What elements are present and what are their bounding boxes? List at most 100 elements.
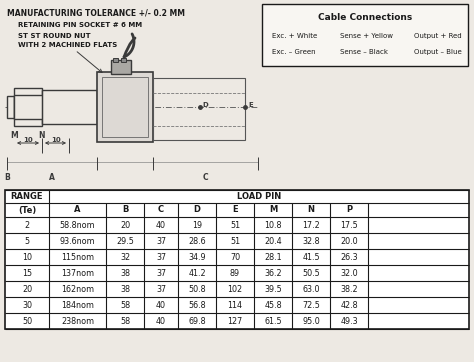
Text: 137nom: 137nom: [61, 269, 94, 278]
Text: 38.2: 38.2: [340, 285, 358, 294]
Bar: [14, 95, 97, 119]
Text: 20: 20: [22, 285, 32, 294]
Text: 95.0: 95.0: [302, 316, 320, 325]
Text: 10: 10: [22, 253, 32, 261]
Text: 17.5: 17.5: [340, 220, 358, 230]
Text: 63.0: 63.0: [302, 285, 320, 294]
Bar: [14, 88, 42, 126]
Text: ST ST ROUND NUT: ST ST ROUND NUT: [18, 33, 91, 39]
Text: 29.5: 29.5: [116, 236, 134, 245]
Text: 238nom: 238nom: [61, 316, 94, 325]
Bar: [7, 96, 14, 118]
Text: 15: 15: [22, 269, 32, 278]
Text: B: B: [122, 206, 128, 215]
Bar: [262, 4, 468, 66]
Text: RETAINING PIN SOCKET # 6 MM: RETAINING PIN SOCKET # 6 MM: [18, 22, 142, 28]
Text: 30: 30: [22, 300, 32, 310]
Text: 127: 127: [228, 316, 243, 325]
Text: 50.8: 50.8: [188, 285, 206, 294]
Text: 61.5: 61.5: [264, 316, 282, 325]
Text: 50: 50: [22, 316, 32, 325]
Text: C: C: [202, 173, 208, 182]
Text: 41.2: 41.2: [188, 269, 206, 278]
Text: P: P: [346, 206, 352, 215]
Text: D: D: [193, 206, 201, 215]
Text: 38: 38: [120, 269, 130, 278]
Text: 38: 38: [120, 285, 130, 294]
Text: 41.5: 41.5: [302, 253, 320, 261]
Text: 184nom: 184nom: [61, 300, 94, 310]
Text: 115nom: 115nom: [61, 253, 94, 261]
Bar: [113, 58, 118, 62]
Text: M: M: [10, 130, 18, 139]
Text: 10.8: 10.8: [264, 220, 282, 230]
Bar: [5, 190, 469, 329]
Text: MANUFACTURING TOLERANCE +/- 0.2 MM: MANUFACTURING TOLERANCE +/- 0.2 MM: [7, 8, 185, 17]
Text: 5: 5: [25, 236, 29, 245]
Text: 69.8: 69.8: [188, 316, 206, 325]
Text: 45.8: 45.8: [264, 300, 282, 310]
Text: 36.2: 36.2: [264, 269, 282, 278]
Text: Exc. – Green: Exc. – Green: [272, 49, 316, 55]
Text: 40: 40: [156, 300, 166, 310]
Text: 39.5: 39.5: [264, 285, 282, 294]
Text: RANGE: RANGE: [11, 192, 43, 201]
Text: 37: 37: [156, 285, 166, 294]
Text: 49.3: 49.3: [340, 316, 358, 325]
Text: D: D: [202, 102, 208, 108]
Text: 58: 58: [120, 316, 130, 325]
Bar: [153, 78, 245, 140]
Text: A: A: [49, 173, 55, 182]
Text: 20: 20: [120, 220, 130, 230]
Text: C: C: [158, 206, 164, 215]
Text: 26.3: 26.3: [340, 253, 358, 261]
Text: 58.8nom: 58.8nom: [60, 220, 95, 230]
Text: 70: 70: [230, 253, 240, 261]
Text: 32.0: 32.0: [340, 269, 358, 278]
Text: 51: 51: [230, 236, 240, 245]
Text: 37: 37: [156, 236, 166, 245]
Text: 17.2: 17.2: [302, 220, 320, 230]
Bar: [102, 77, 148, 137]
Text: 58: 58: [120, 300, 130, 310]
Text: 162nom: 162nom: [61, 285, 94, 294]
Bar: [121, 58, 126, 62]
Text: 50.5: 50.5: [302, 269, 320, 278]
Text: A: A: [74, 206, 81, 215]
Text: 42.8: 42.8: [340, 300, 358, 310]
Text: 40: 40: [156, 220, 166, 230]
Text: 32.8: 32.8: [302, 236, 320, 245]
Text: 32: 32: [120, 253, 130, 261]
Text: 89: 89: [230, 269, 240, 278]
Text: 34.9: 34.9: [188, 253, 206, 261]
Text: 51: 51: [230, 220, 240, 230]
Text: Cable Connections: Cable Connections: [318, 13, 412, 21]
Text: E: E: [248, 102, 253, 108]
Text: Exc. + White: Exc. + White: [272, 33, 317, 39]
Text: Sense – Black: Sense – Black: [340, 49, 388, 55]
Text: 20.4: 20.4: [264, 236, 282, 245]
Text: LOAD PIN: LOAD PIN: [237, 192, 281, 201]
Text: B: B: [4, 173, 10, 182]
Text: 72.5: 72.5: [302, 300, 320, 310]
Text: 28.6: 28.6: [188, 236, 206, 245]
Bar: [42, 90, 97, 124]
Text: Sense + Yellow: Sense + Yellow: [340, 33, 393, 39]
Text: N: N: [39, 130, 45, 139]
Text: 56.8: 56.8: [188, 300, 206, 310]
Text: 102: 102: [228, 285, 243, 294]
Text: 93.6nom: 93.6nom: [60, 236, 95, 245]
Text: WITH 2 MACHINED FLATS: WITH 2 MACHINED FLATS: [18, 42, 117, 48]
Text: 2: 2: [25, 220, 29, 230]
Text: N: N: [308, 206, 315, 215]
Text: 19: 19: [192, 220, 202, 230]
Text: 40: 40: [156, 316, 166, 325]
Text: 37: 37: [156, 269, 166, 278]
Bar: [97, 72, 153, 142]
Text: 114: 114: [228, 300, 243, 310]
Bar: [111, 60, 131, 74]
Text: 20.0: 20.0: [340, 236, 358, 245]
Text: Output + Red: Output + Red: [414, 33, 462, 39]
Text: (Te): (Te): [18, 206, 36, 215]
Text: 37: 37: [156, 253, 166, 261]
